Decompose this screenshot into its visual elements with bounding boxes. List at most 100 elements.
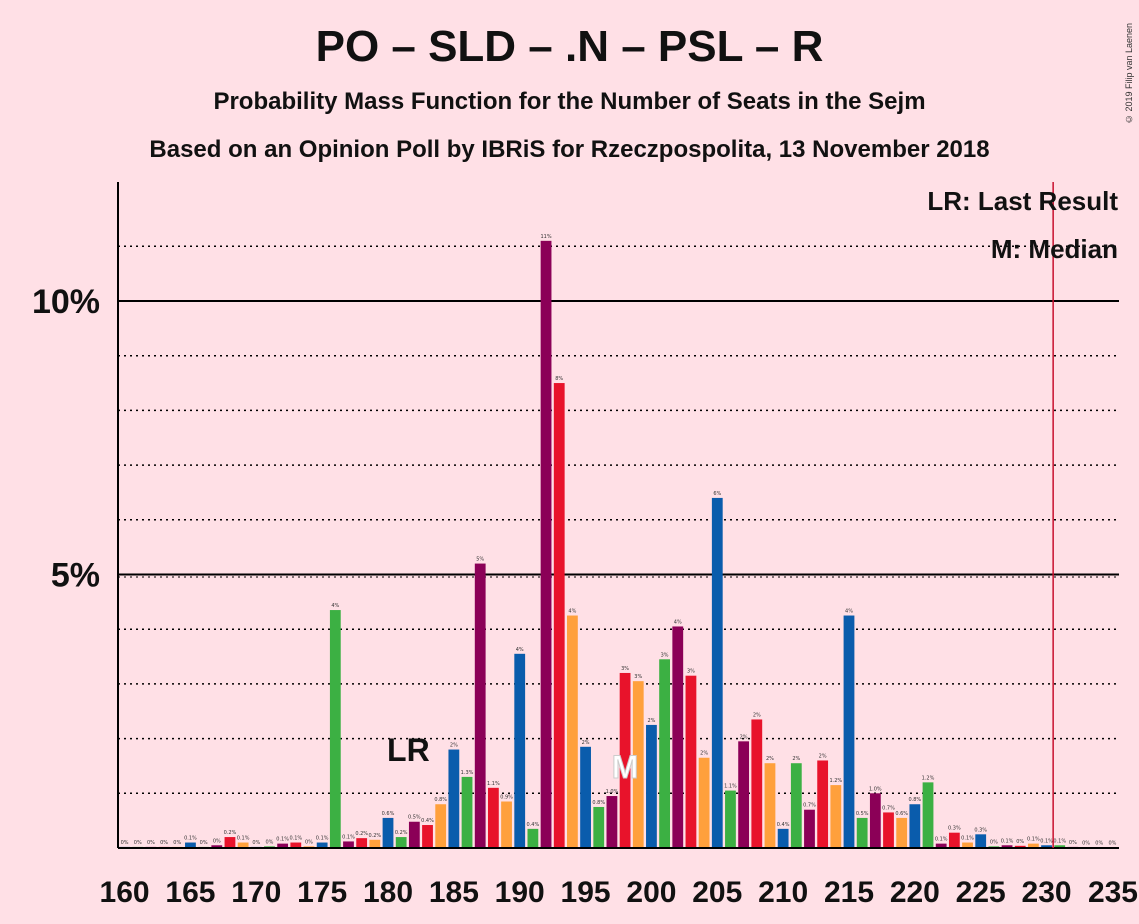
x-tick-210: 210 bbox=[758, 876, 808, 909]
x-tick-185: 185 bbox=[429, 876, 479, 909]
bar-label-163: 0% bbox=[160, 840, 168, 846]
bar-label-211: 2% bbox=[792, 756, 800, 762]
bar-label-197: 1.0% bbox=[606, 789, 619, 795]
bar-label-180: 0.6% bbox=[382, 811, 395, 817]
bar-181 bbox=[395, 837, 407, 848]
bar-230 bbox=[1041, 845, 1052, 848]
bar-192 bbox=[540, 240, 552, 848]
bar-label-214: 1.2% bbox=[829, 778, 842, 784]
bar-200 bbox=[646, 724, 657, 848]
bar-label-184: 0.8% bbox=[434, 797, 447, 803]
axes bbox=[117, 182, 1119, 849]
legend-last-result: LR: Last Result bbox=[927, 186, 1118, 216]
y-tick-10: 10% bbox=[32, 283, 100, 321]
bar-180 bbox=[382, 817, 394, 848]
x-tick-230: 230 bbox=[1022, 876, 1072, 909]
bar-label-234: 0% bbox=[1095, 840, 1103, 846]
bar-188 bbox=[487, 787, 499, 848]
bar-212 bbox=[804, 809, 815, 848]
bar-227 bbox=[1001, 845, 1013, 848]
bar-223 bbox=[948, 832, 960, 848]
bar-label-169: 0.1% bbox=[237, 836, 250, 842]
y-tick-labels: 5% 10% bbox=[32, 283, 100, 595]
bar-195 bbox=[580, 746, 591, 848]
bar-label-199: 3% bbox=[634, 674, 642, 680]
bar-205 bbox=[711, 497, 723, 848]
bars bbox=[119, 240, 1118, 848]
bar-label-191: 0.4% bbox=[527, 822, 540, 828]
bar-label-171: 0% bbox=[265, 839, 273, 845]
bar-label-192: 11% bbox=[540, 234, 551, 240]
bar-label-160: 0% bbox=[121, 840, 129, 846]
bar-177 bbox=[343, 841, 354, 848]
bar-214 bbox=[830, 785, 842, 848]
bar-label-232: 0% bbox=[1069, 840, 1077, 846]
bar-196 bbox=[593, 806, 605, 848]
x-tick-215: 215 bbox=[824, 876, 874, 909]
x-tick-170: 170 bbox=[231, 876, 281, 909]
bar-label-231: 0.1% bbox=[1053, 838, 1066, 844]
bar-202 bbox=[672, 626, 684, 848]
bar-label-205: 6% bbox=[713, 491, 721, 497]
bar-172 bbox=[277, 843, 289, 848]
bar-219 bbox=[896, 817, 908, 848]
bar-label-215: 4% bbox=[845, 609, 853, 615]
x-tick-175: 175 bbox=[297, 876, 347, 909]
bar-label-210: 0.4% bbox=[777, 822, 790, 828]
bar-218 bbox=[883, 812, 894, 848]
bar-label-202: 4% bbox=[674, 619, 682, 625]
bar-198 bbox=[619, 672, 631, 848]
bar-label-224: 0.1% bbox=[961, 836, 974, 842]
bar-label-200: 2% bbox=[647, 718, 655, 724]
bar-label-198: 3% bbox=[621, 666, 629, 672]
bar-label-175: 0.1% bbox=[316, 836, 329, 842]
bar-label-164: 0% bbox=[173, 840, 181, 846]
bar-204 bbox=[698, 757, 710, 848]
bar-label-172: 0.1% bbox=[276, 837, 289, 843]
bar-label-188: 1.1% bbox=[487, 781, 500, 787]
bar-label-217: 1.0% bbox=[869, 786, 882, 792]
bar-228 bbox=[1014, 845, 1026, 848]
bar-label-178: 0.2% bbox=[355, 831, 368, 837]
bar-221 bbox=[922, 782, 934, 848]
bar-176 bbox=[329, 610, 341, 848]
bar-label-189: 0.9% bbox=[500, 795, 513, 801]
chart-title: PO – SLD – .N – PSL – R bbox=[315, 22, 824, 71]
bar-215 bbox=[843, 615, 855, 848]
bar-label-206: 1.1% bbox=[724, 784, 737, 790]
bar-label-174: 0% bbox=[305, 839, 313, 845]
bar-label-235: 0% bbox=[1108, 840, 1116, 846]
bar-209 bbox=[764, 763, 776, 848]
chart-subtitle: Probability Mass Function for the Number… bbox=[213, 88, 926, 115]
bar-label-193: 8% bbox=[555, 376, 563, 382]
bar-label-228: 0% bbox=[1016, 839, 1024, 845]
bar-label-190: 4% bbox=[516, 647, 524, 653]
bar-label-230: 0.1% bbox=[1040, 838, 1053, 844]
bar-185 bbox=[448, 749, 460, 848]
bar-label-204: 2% bbox=[700, 751, 708, 757]
bar-label-209: 2% bbox=[766, 756, 774, 762]
x-tick-225: 225 bbox=[956, 876, 1006, 909]
bar-167 bbox=[211, 845, 223, 848]
bar-169 bbox=[237, 842, 249, 848]
x-tick-205: 205 bbox=[692, 876, 742, 909]
bar-label-219: 0.6% bbox=[895, 811, 908, 817]
bar-175 bbox=[316, 842, 328, 848]
x-tick-180: 180 bbox=[363, 876, 413, 909]
bar-label-176: 4% bbox=[331, 603, 339, 609]
bar-220 bbox=[909, 804, 921, 848]
bar-label-194: 4% bbox=[568, 609, 576, 615]
bar-225 bbox=[975, 834, 987, 848]
grid-lines bbox=[118, 245, 1119, 795]
bar-label-162: 0% bbox=[147, 840, 155, 846]
chart-source: Based on an Opinion Poll by IBRiS for Rz… bbox=[149, 136, 990, 163]
bar-label-187: 5% bbox=[476, 557, 484, 563]
bar-189 bbox=[501, 801, 512, 848]
bar-206 bbox=[725, 790, 736, 848]
annotations: LR M LR: Last Result M: Median bbox=[387, 182, 1118, 848]
bar-label-207: 2% bbox=[740, 734, 748, 740]
bar-label-201: 3% bbox=[661, 652, 669, 658]
bar-label-216: 0.5% bbox=[856, 811, 869, 817]
bar-183 bbox=[422, 825, 433, 848]
bar-label-213: 2% bbox=[819, 753, 827, 759]
